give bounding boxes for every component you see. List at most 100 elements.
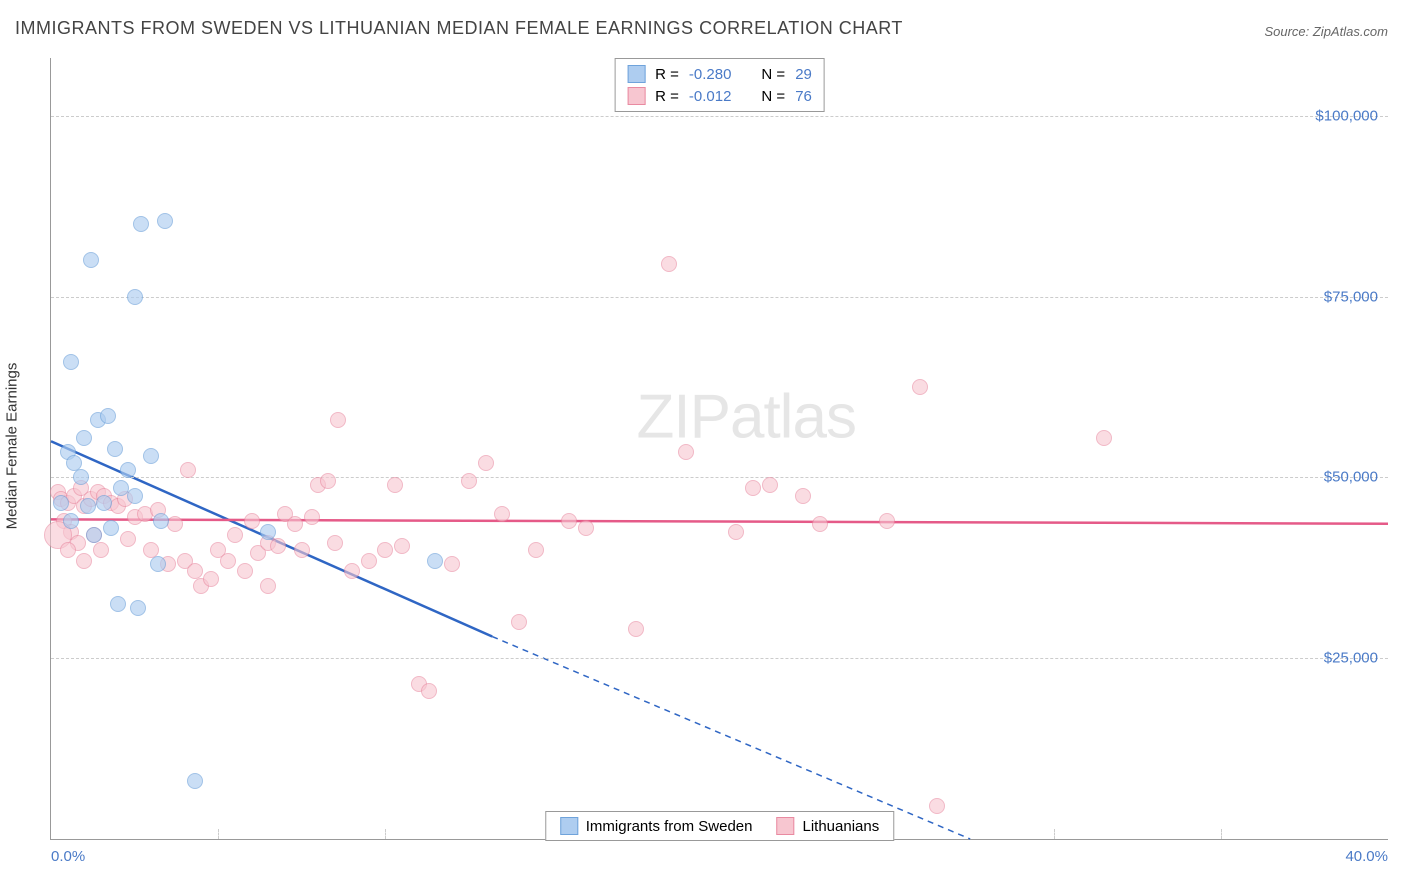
y-tick-label: $50,000 (1324, 469, 1378, 486)
scatter-point (578, 520, 594, 536)
r-label: R = (655, 66, 679, 83)
source-attribution: Source: ZipAtlas.com (1264, 24, 1388, 39)
scatter-point (203, 571, 219, 587)
scatter-point (220, 553, 236, 569)
scatter-point (795, 488, 811, 504)
scatter-point (120, 462, 136, 478)
n-value: 76 (795, 88, 812, 105)
gridline-horizontal (51, 477, 1388, 478)
scatter-point (60, 542, 76, 558)
y-axis-label: Median Female Earnings (4, 363, 21, 530)
scatter-point (187, 773, 203, 789)
scatter-point (394, 538, 410, 554)
legend-label: Lithuanians (803, 818, 880, 835)
legend-label: Immigrants from Sweden (586, 818, 753, 835)
scatter-point (150, 556, 166, 572)
scatter-point (80, 498, 96, 514)
n-label: N = (761, 66, 785, 83)
scatter-point (762, 477, 778, 493)
scatter-point (320, 473, 336, 489)
scatter-point (244, 513, 260, 529)
scatter-point (270, 538, 286, 554)
scatter-point (107, 441, 123, 457)
legend-swatch (777, 817, 795, 835)
scatter-point (879, 513, 895, 529)
scatter-point (53, 495, 69, 511)
series-legend: Immigrants from Sweden Lithuanians (545, 811, 894, 841)
scatter-point (728, 524, 744, 540)
scatter-point (745, 480, 761, 496)
scatter-point (63, 513, 79, 529)
scatter-point (103, 520, 119, 536)
y-tick-label: $100,000 (1315, 107, 1378, 124)
scatter-point (63, 354, 79, 370)
scatter-point (387, 477, 403, 493)
scatter-point (260, 524, 276, 540)
scatter-point (110, 596, 126, 612)
scatter-point (120, 531, 136, 547)
scatter-point (83, 252, 99, 268)
scatter-point (294, 542, 310, 558)
scatter-point (929, 798, 945, 814)
correlation-legend-row: R = -0.012 N = 76 (627, 85, 812, 107)
legend-item: Immigrants from Sweden (560, 817, 753, 835)
scatter-point (127, 289, 143, 305)
scatter-point (96, 495, 112, 511)
scatter-point (561, 513, 577, 529)
scatter-point (377, 542, 393, 558)
scatter-point (661, 256, 677, 272)
chart-plot-area: R = -0.280N = 29R = -0.012N = 76 ZIPatla… (50, 58, 1388, 840)
scatter-point (327, 535, 343, 551)
correlation-legend: R = -0.280 N = 29 R = -0.012 N = 76 (614, 58, 825, 112)
scatter-point (227, 527, 243, 543)
scatter-point (93, 542, 109, 558)
scatter-point (330, 412, 346, 428)
correlation-legend-row: R = -0.280 N = 29 (627, 63, 812, 85)
scatter-point (427, 553, 443, 569)
chart-title: IMMIGRANTS FROM SWEDEN VS LITHUANIAN MED… (15, 18, 903, 39)
x-tick-label: 40.0% (1345, 848, 1388, 865)
r-value: -0.012 (689, 88, 732, 105)
scatter-point (127, 488, 143, 504)
r-label: R = (655, 88, 679, 105)
n-label: N = (761, 88, 785, 105)
legend-swatch (560, 817, 578, 835)
source-name: ZipAtlas.com (1313, 24, 1388, 39)
scatter-point (1096, 430, 1112, 446)
scatter-point (157, 213, 173, 229)
legend-swatch (627, 65, 645, 83)
gridline-vertical (1221, 829, 1222, 839)
scatter-point (287, 516, 303, 532)
scatter-point (130, 600, 146, 616)
scatter-point (180, 462, 196, 478)
scatter-point (678, 444, 694, 460)
scatter-point (237, 563, 253, 579)
scatter-point (494, 506, 510, 522)
gridline-vertical (385, 829, 386, 839)
scatter-point (912, 379, 928, 395)
scatter-point (143, 448, 159, 464)
legend-item: Lithuanians (777, 817, 880, 835)
gridline-horizontal (51, 116, 1388, 117)
source-label: Source: (1264, 24, 1312, 39)
trend-lines-layer (51, 58, 1388, 839)
scatter-point (344, 563, 360, 579)
gridline-vertical (1054, 829, 1055, 839)
gridline-horizontal (51, 658, 1388, 659)
x-tick-label: 0.0% (51, 848, 85, 865)
scatter-point (478, 455, 494, 471)
scatter-point (100, 408, 116, 424)
gridline-vertical (218, 829, 219, 839)
n-value: 29 (795, 66, 812, 83)
scatter-point (133, 216, 149, 232)
scatter-point (304, 509, 320, 525)
scatter-point (812, 516, 828, 532)
r-value: -0.280 (689, 66, 732, 83)
scatter-point (153, 513, 169, 529)
scatter-point (444, 556, 460, 572)
scatter-point (421, 683, 437, 699)
scatter-point (86, 527, 102, 543)
gridline-horizontal (51, 297, 1388, 298)
scatter-point (76, 430, 92, 446)
scatter-point (461, 473, 477, 489)
